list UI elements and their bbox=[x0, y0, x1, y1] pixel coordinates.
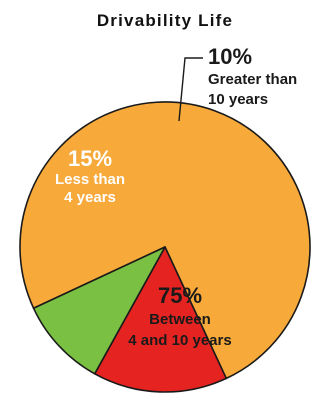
slice-description-label: 4 years bbox=[64, 189, 116, 206]
slice-description-label: Less than bbox=[55, 171, 125, 188]
slice-percent-label: 15% bbox=[68, 146, 112, 171]
slice-percent-label: 75% bbox=[158, 283, 202, 308]
leader-lines bbox=[178, 57, 203, 122]
leader-line bbox=[178, 57, 203, 122]
pie-slice bbox=[93, 246, 228, 393]
slice-description-label: 4 and 10 years bbox=[128, 332, 231, 349]
pie-slices bbox=[19, 101, 311, 393]
slice-description-label: Greater than bbox=[208, 71, 297, 88]
pie-slice bbox=[19, 101, 311, 380]
slice-percent-label: 10% bbox=[208, 44, 252, 69]
slice-description-label: 10 years bbox=[208, 91, 268, 108]
chart-title: Drivability Life bbox=[97, 11, 233, 30]
pie-slice bbox=[32, 246, 166, 375]
slice-description-label: Between bbox=[149, 311, 211, 328]
